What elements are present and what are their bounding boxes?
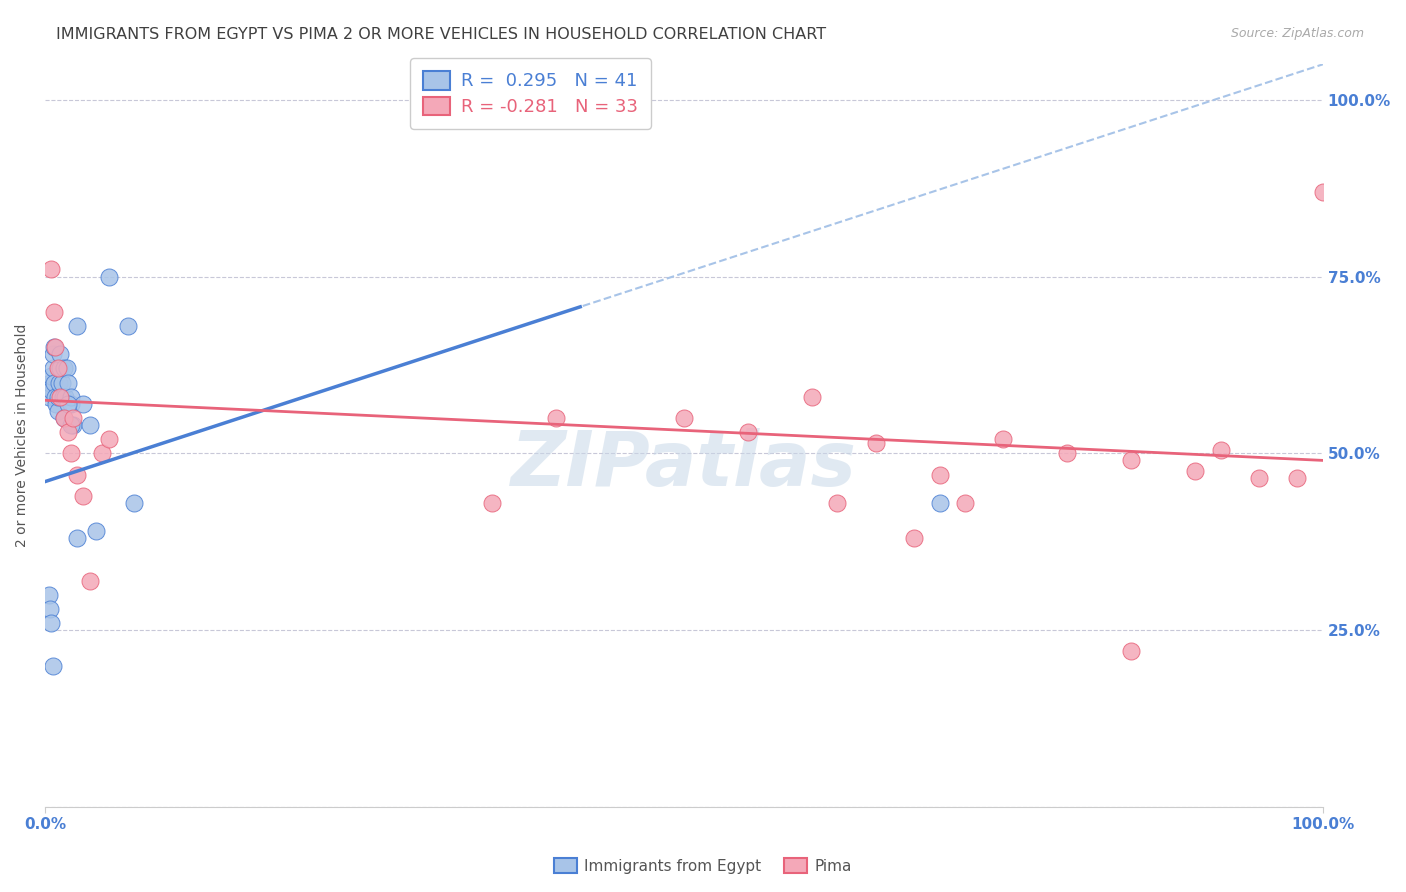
Point bbox=[62, 417, 84, 432]
Point bbox=[51, 376, 73, 390]
Point bbox=[800, 390, 823, 404]
Point bbox=[46, 390, 69, 404]
Point bbox=[41, 368, 63, 383]
Point bbox=[1184, 464, 1206, 478]
Point bbox=[38, 588, 60, 602]
Text: IMMIGRANTS FROM EGYPT VS PIMA 2 OR MORE VEHICLES IN HOUSEHOLD CORRELATION CHART: IMMIGRANTS FROM EGYPT VS PIMA 2 OR MORE … bbox=[56, 27, 827, 42]
Point bbox=[865, 435, 887, 450]
Point bbox=[993, 432, 1015, 446]
Point bbox=[49, 361, 72, 376]
Point bbox=[827, 496, 849, 510]
Point bbox=[903, 531, 925, 545]
Point bbox=[38, 390, 60, 404]
Point bbox=[1121, 644, 1143, 658]
Point bbox=[97, 432, 120, 446]
Point bbox=[117, 318, 139, 333]
Point bbox=[41, 658, 63, 673]
Point bbox=[37, 379, 59, 393]
Point bbox=[953, 496, 976, 510]
Point bbox=[44, 390, 66, 404]
Point bbox=[55, 390, 77, 404]
Point bbox=[39, 376, 62, 390]
Point bbox=[97, 269, 120, 284]
Point bbox=[56, 425, 79, 439]
Point bbox=[48, 376, 70, 390]
Point bbox=[59, 446, 82, 460]
Point bbox=[62, 411, 84, 425]
Point bbox=[72, 489, 94, 503]
Point bbox=[44, 340, 66, 354]
Point bbox=[39, 602, 62, 616]
Point bbox=[66, 467, 89, 482]
Point bbox=[53, 361, 76, 376]
Point bbox=[672, 411, 695, 425]
Point bbox=[79, 574, 101, 588]
Point bbox=[41, 383, 63, 397]
Point bbox=[45, 397, 67, 411]
Point bbox=[41, 262, 63, 277]
Point bbox=[1121, 453, 1143, 467]
Point bbox=[49, 347, 72, 361]
Point bbox=[1056, 446, 1078, 460]
Point bbox=[46, 404, 69, 418]
Legend: Immigrants from Egypt, Pima: Immigrants from Egypt, Pima bbox=[547, 852, 859, 880]
Point bbox=[42, 340, 65, 354]
Point bbox=[53, 411, 76, 425]
Point bbox=[41, 616, 63, 631]
Point bbox=[59, 390, 82, 404]
Point bbox=[79, 417, 101, 432]
Point bbox=[66, 318, 89, 333]
Point bbox=[546, 411, 568, 425]
Point bbox=[124, 496, 146, 510]
Point bbox=[42, 305, 65, 319]
Point bbox=[928, 467, 950, 482]
Point bbox=[49, 390, 72, 404]
Point bbox=[41, 347, 63, 361]
Point bbox=[56, 397, 79, 411]
Point bbox=[59, 397, 82, 411]
Y-axis label: 2 or more Vehicles in Household: 2 or more Vehicles in Household bbox=[15, 324, 30, 548]
Point bbox=[1209, 442, 1232, 457]
Point bbox=[1286, 471, 1309, 485]
Text: ZIPatlas: ZIPatlas bbox=[510, 428, 856, 502]
Point bbox=[91, 446, 114, 460]
Text: Source: ZipAtlas.com: Source: ZipAtlas.com bbox=[1230, 27, 1364, 40]
Point bbox=[55, 361, 77, 376]
Point bbox=[46, 361, 69, 376]
Point bbox=[72, 397, 94, 411]
Point bbox=[41, 361, 63, 376]
Point bbox=[1312, 185, 1334, 199]
Point bbox=[52, 390, 75, 404]
Point bbox=[56, 376, 79, 390]
Point bbox=[53, 411, 76, 425]
Legend: R =  0.295   N = 41, R = -0.281   N = 33: R = 0.295 N = 41, R = -0.281 N = 33 bbox=[411, 59, 651, 128]
Point bbox=[928, 496, 950, 510]
Point bbox=[737, 425, 759, 439]
Point bbox=[84, 524, 107, 538]
Point bbox=[481, 496, 503, 510]
Point bbox=[42, 376, 65, 390]
Point bbox=[66, 531, 89, 545]
Point bbox=[1247, 471, 1270, 485]
Point bbox=[59, 417, 82, 432]
